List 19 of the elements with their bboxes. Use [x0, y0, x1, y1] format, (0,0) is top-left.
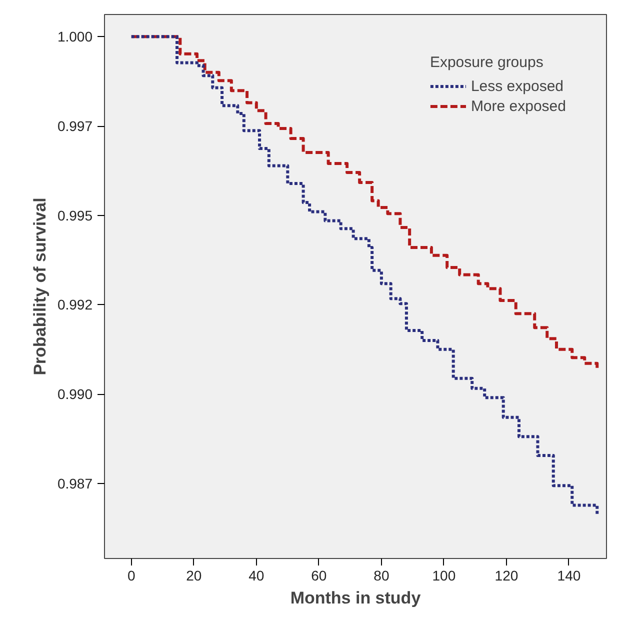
legend-label: More exposed — [470, 98, 566, 114]
x-tick-label: 140 — [557, 568, 581, 584]
y-tick-label: 1.000 — [57, 28, 93, 45]
y-tick-label: 0.995 — [57, 207, 93, 224]
x-tick-label: 0 — [127, 568, 136, 584]
x-axis-title: Months in study — [290, 588, 422, 608]
y-tick-label: 0.987 — [57, 475, 93, 492]
x-tick-label: 40 — [248, 568, 264, 584]
x-tick-label: 100 — [432, 568, 456, 584]
y-axis-title: Probability of survival — [30, 198, 50, 376]
x-tick-label: 60 — [311, 568, 327, 584]
legend-label: Less exposed — [470, 78, 564, 94]
y-tick-label: 0.992 — [57, 296, 93, 313]
y-tick-label: 0.997 — [57, 118, 93, 134]
legend-title: Exposure groups — [430, 54, 544, 71]
y-tick-label: 0.990 — [57, 386, 93, 402]
x-tick-label: 120 — [494, 568, 518, 584]
x-tick-label: 20 — [186, 568, 202, 584]
x-tick-label: 80 — [374, 568, 390, 584]
